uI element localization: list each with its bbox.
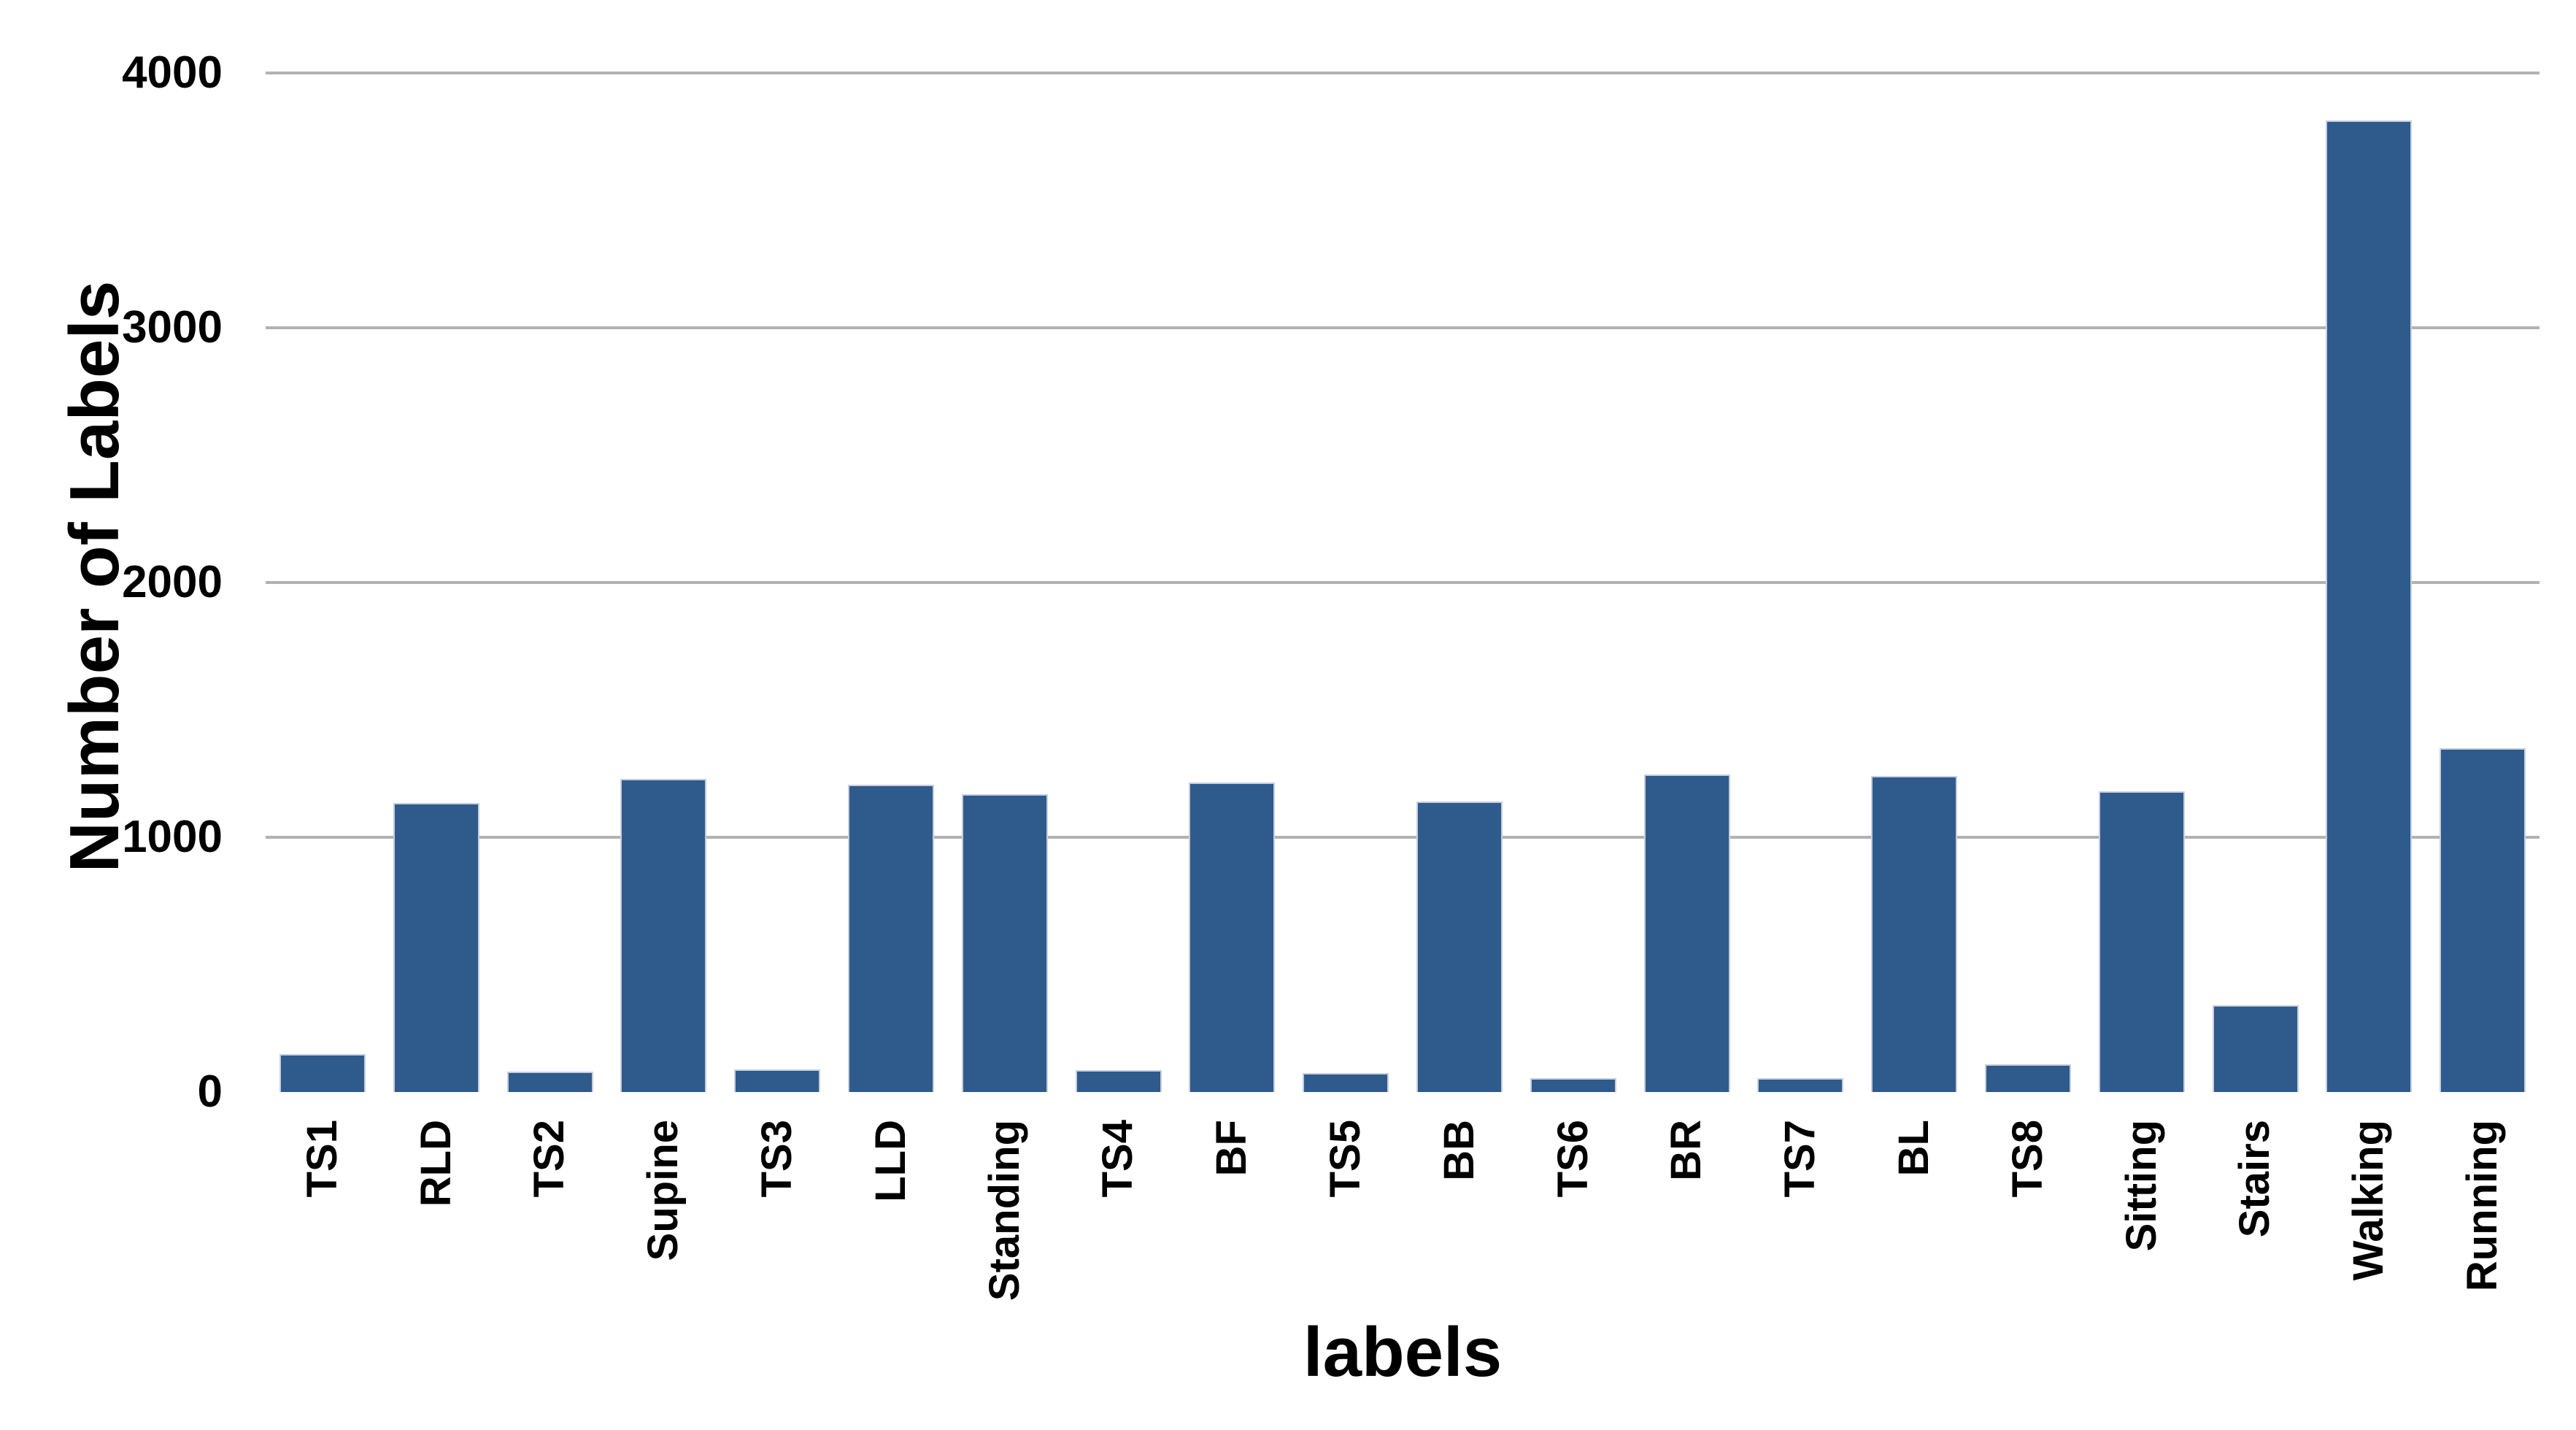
bar-TS7 xyxy=(1757,1077,1844,1092)
ytick-label-0: 0 xyxy=(197,1066,223,1117)
bar-RLD xyxy=(393,802,479,1092)
bar-TS3 xyxy=(734,1069,821,1092)
bar-TS5 xyxy=(1303,1072,1389,1092)
bar-BR xyxy=(1643,774,1730,1092)
bar-Stairs xyxy=(2212,1005,2299,1092)
xtick-cell-Walking: Walking xyxy=(2312,1120,2426,1353)
bar-Standing xyxy=(961,793,1048,1092)
bar-TS6 xyxy=(1530,1077,1616,1092)
xtick-label-BL: BL xyxy=(1890,1120,1938,1177)
bar-TS8 xyxy=(1984,1064,2071,1092)
xtick-label-Walking: Walking xyxy=(2345,1120,2393,1281)
xtick-cell-Supine: Supine xyxy=(606,1120,720,1353)
xtick-label-BF: BF xyxy=(1208,1120,1256,1177)
bar-TS4 xyxy=(1075,1070,1162,1092)
ytick-label-1000: 1000 xyxy=(122,812,223,862)
xtick-cell-TS8: TS8 xyxy=(1971,1120,2085,1353)
xtick-label-Stairs: Stairs xyxy=(2231,1120,2279,1238)
xtick-cell-Standing: Standing xyxy=(948,1120,1062,1353)
xtick-cell-RLD: RLD xyxy=(379,1120,493,1353)
gridline-4000 xyxy=(266,72,2540,74)
xtick-label-BR: BR xyxy=(1662,1120,1711,1181)
xtick-label-TS8: TS8 xyxy=(2003,1120,2051,1198)
xtick-cell-TS7: TS7 xyxy=(1743,1120,1857,1353)
gridline-3000 xyxy=(266,326,2540,329)
xtick-label-TS3: TS3 xyxy=(753,1120,801,1198)
xtick-cell-TS3: TS3 xyxy=(720,1120,834,1353)
ytick-label-2000: 2000 xyxy=(122,557,223,607)
ytick-label-3000: 3000 xyxy=(122,302,223,353)
xtick-label-TS5: TS5 xyxy=(1322,1120,1370,1198)
xtick-cell-TS2: TS2 xyxy=(493,1120,607,1353)
xtick-label-TS1: TS1 xyxy=(298,1120,346,1198)
xtick-cell-LLD: LLD xyxy=(834,1120,948,1353)
xtick-cell-Sitting: Sitting xyxy=(2085,1120,2199,1353)
bar-Sitting xyxy=(2098,791,2185,1092)
bar-Walking xyxy=(2326,120,2413,1092)
xtick-label-TS2: TS2 xyxy=(525,1120,574,1198)
bar-LLD xyxy=(847,785,934,1092)
xtick-cell-BR: BR xyxy=(1630,1120,1744,1353)
bar-TS1 xyxy=(279,1053,366,1092)
xtick-label-TS7: TS7 xyxy=(1776,1120,1824,1198)
xtick-cell-TS1: TS1 xyxy=(266,1120,379,1353)
bar-Supine xyxy=(620,778,707,1092)
xtick-label-Running: Running xyxy=(2459,1120,2507,1292)
xtick-label-BB: BB xyxy=(1435,1120,1483,1181)
xtick-cell-Stairs: Stairs xyxy=(2199,1120,2313,1353)
xtick-cell-TS4: TS4 xyxy=(1062,1120,1176,1353)
xtick-cell-BF: BF xyxy=(1175,1120,1289,1353)
bar-BL xyxy=(1871,776,1958,1092)
y-axis-title: Number of Labels xyxy=(55,280,134,873)
x-axis-title: labels xyxy=(1303,1313,1503,1391)
bar-Running xyxy=(2440,747,2526,1092)
xtick-label-TS6: TS6 xyxy=(1549,1120,1597,1198)
xtick-label-Supine: Supine xyxy=(639,1120,687,1261)
xtick-label-RLD: RLD xyxy=(412,1120,460,1207)
bar-BB xyxy=(1416,802,1503,1092)
xtick-cell-BL: BL xyxy=(1857,1120,1971,1353)
xtick-cell-TS6: TS6 xyxy=(1516,1120,1630,1353)
xtick-label-Standing: Standing xyxy=(980,1120,1028,1302)
ytick-label-4000: 4000 xyxy=(122,47,223,98)
xtick-label-LLD: LLD xyxy=(866,1120,914,1202)
gridline-1000 xyxy=(266,836,2540,839)
xtick-label-TS4: TS4 xyxy=(1094,1120,1142,1198)
bar-TS2 xyxy=(506,1072,593,1092)
xtick-label-Sitting: Sitting xyxy=(2117,1120,2165,1252)
bar-BF xyxy=(1189,782,1276,1092)
xtick-cell-Running: Running xyxy=(2426,1120,2540,1353)
gridline-2000 xyxy=(266,581,2540,584)
